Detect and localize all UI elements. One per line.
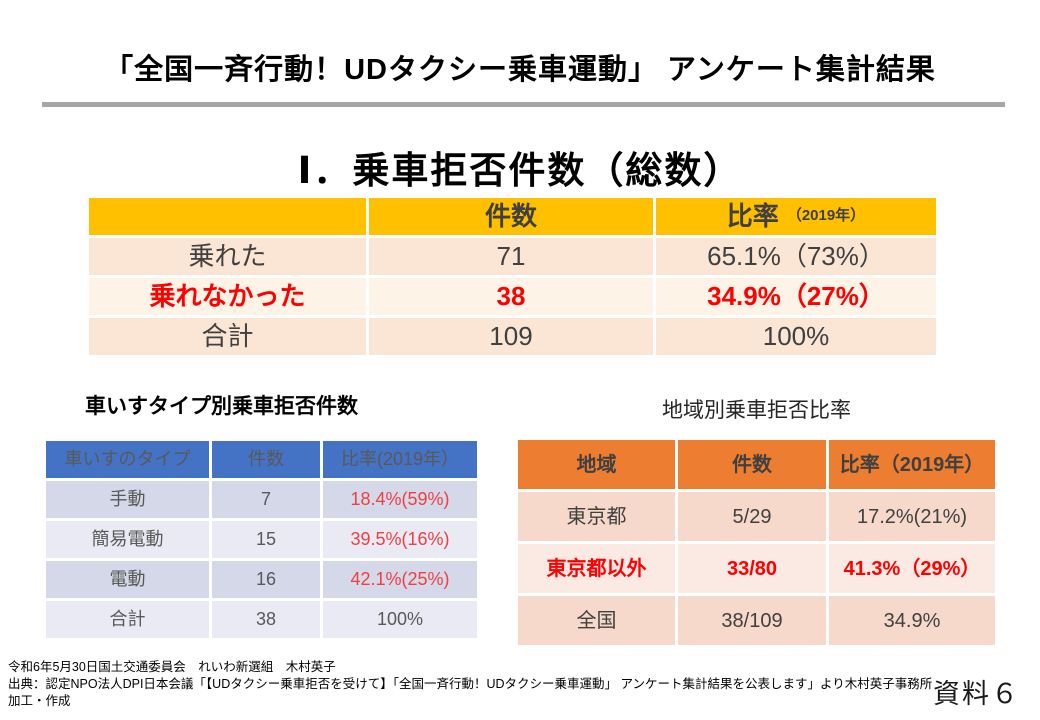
- region-header-area: 地域: [518, 440, 675, 489]
- totals-row-total-label: 合計: [89, 318, 366, 355]
- wheelchair-row-simple-electric-label: 簡易電動: [46, 521, 209, 558]
- wheelchair-row-electric-label: 電動: [46, 561, 209, 598]
- footnote-line-2: 出典：認定NPO法人DPI日本会議「【UDタクシー乗車拒否を受けて】「全国一斉行…: [8, 677, 933, 691]
- region-header-ratio: 比率（2019年）: [829, 440, 995, 489]
- source-footnote: 令和6年5月30日国土交通委員会 れいわ新選組 木村英子 出典：認定NPO法人D…: [8, 659, 938, 710]
- wheelchair-header-type: 車いすのタイプ: [46, 441, 209, 478]
- totals-table: 件数 比率 （2019年） 乗れた 71 65.1%（73%） 乗れなかった 3…: [89, 198, 936, 355]
- wheelchair-row-simple-electric-ratio: 39.5%(16%): [323, 521, 477, 558]
- region-row-tokyo-label: 東京都: [518, 492, 675, 541]
- region-row-outside-tokyo-count: 33/80: [678, 544, 826, 593]
- region-table: 地域 件数 比率（2019年） 東京都 5/29 17.2%(21%) 東京都以…: [518, 440, 995, 645]
- section-title: Ⅰ．乗車拒否件数（総数）: [297, 150, 743, 191]
- wheelchair-table: 車いすのタイプ 件数 比率(2019年） 手動 7 18.4%(59%) 簡易電…: [46, 441, 480, 638]
- region-row-tokyo-ratio: 17.2%(21%): [829, 492, 995, 541]
- wheelchair-row-electric-count: 16: [212, 561, 320, 598]
- region-row-outside-tokyo-label: 東京都以外: [518, 544, 675, 593]
- region-row-national-label: 全国: [518, 596, 675, 645]
- wheelchair-row-total-ratio: 100%: [323, 601, 477, 638]
- wheelchair-row-electric-ratio: 42.1%(25%): [323, 561, 477, 598]
- region-row-outside-tokyo-ratio: 41.3%（29%）: [829, 544, 995, 593]
- totals-row-refused-label: 乗れなかった: [89, 278, 366, 315]
- document-number-label: 資料６: [933, 679, 1020, 709]
- totals-header-ratio: 比率 （2019年）: [656, 198, 936, 235]
- totals-row-total-ratio: 100%: [656, 318, 936, 355]
- totals-row-rode-label: 乗れた: [89, 238, 366, 275]
- totals-row-total-count: 109: [369, 318, 653, 355]
- totals-header-blank: [89, 198, 366, 235]
- totals-row-rode-count: 71: [369, 238, 653, 275]
- totals-row-refused-ratio: 34.9%（27%）: [656, 278, 936, 315]
- wheelchair-row-total-label: 合計: [46, 601, 209, 638]
- totals-header-count: 件数: [369, 198, 653, 235]
- page-title: 「全国一斉行動！UDタクシー乗車運動」 アンケート集計結果: [104, 54, 936, 86]
- wheelchair-header-ratio: 比率(2019年）: [323, 441, 477, 478]
- totals-row-rode-ratio: 65.1%（73%）: [656, 238, 936, 275]
- wheelchair-row-manual-count: 7: [212, 481, 320, 518]
- wheelchair-table-heading: 車いすタイプ別乗車拒否件数: [85, 395, 358, 418]
- wheelchair-header-count: 件数: [212, 441, 320, 478]
- wheelchair-row-total-count: 38: [212, 601, 320, 638]
- region-row-national-ratio: 34.9%: [829, 596, 995, 645]
- wheelchair-row-manual-label: 手動: [46, 481, 209, 518]
- footnote-line-3: 加工・作成: [8, 694, 71, 708]
- footnote-line-1: 令和6年5月30日国土交通委員会 れいわ新選組 木村英子: [8, 660, 336, 674]
- region-table-heading: 地域別乗車拒否比率: [662, 399, 851, 422]
- wheelchair-row-manual-ratio: 18.4%(59%): [323, 481, 477, 518]
- region-header-count: 件数: [678, 440, 826, 489]
- totals-row-refused-count: 38: [369, 278, 653, 315]
- region-row-tokyo-count: 5/29: [678, 492, 826, 541]
- totals-header-ratio-label: 比率: [726, 201, 779, 232]
- wheelchair-row-simple-electric-count: 15: [212, 521, 320, 558]
- region-row-national-count: 38/109: [678, 596, 826, 645]
- title-divider: [42, 102, 1005, 107]
- totals-header-ratio-note: （2019年）: [786, 207, 866, 225]
